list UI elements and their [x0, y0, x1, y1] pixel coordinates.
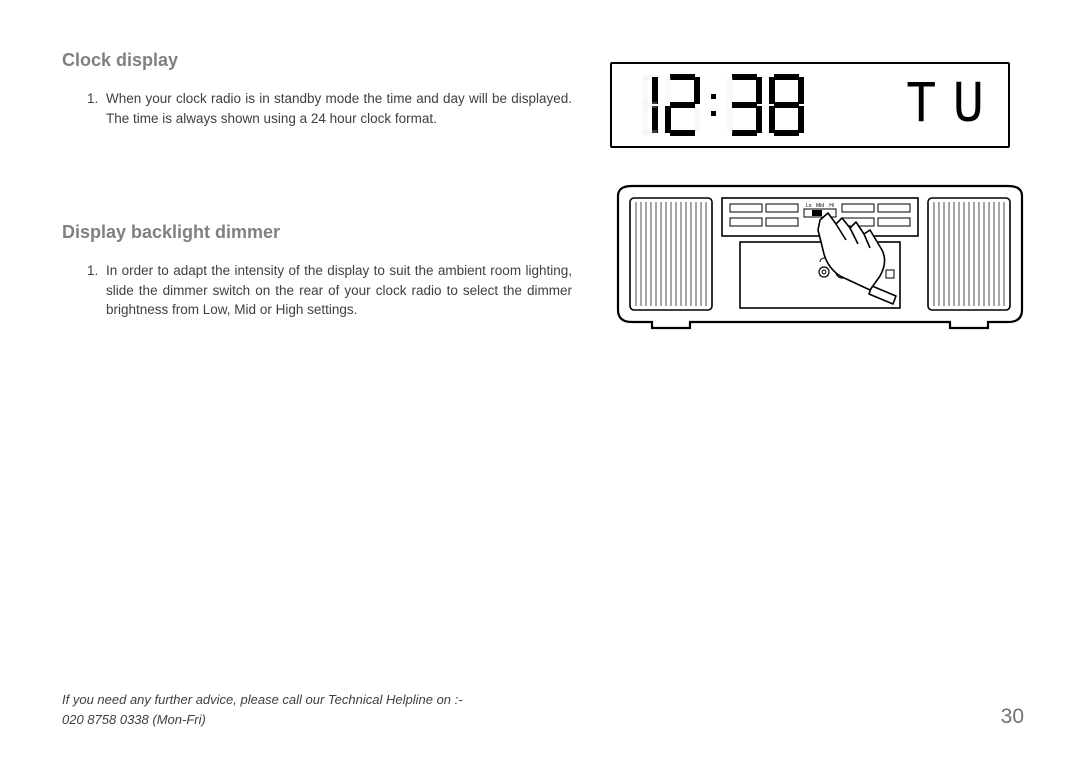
lcd-time-group: [642, 74, 804, 136]
lcd-day-char-2: U: [953, 71, 986, 139]
right-figure-column: T U: [610, 62, 1030, 334]
left-text-column: Clock display When your clock radio is i…: [62, 50, 572, 320]
dimmer-label-mid: Mid: [816, 203, 824, 209]
radio-rear-figure: Lo Mid Hi Line: [610, 178, 1030, 334]
footer-line-2: 020 8758 0338 (Mon-Fri): [62, 710, 762, 730]
heading-clock-display: Clock display: [62, 50, 572, 71]
heading-backlight-dimmer: Display backlight dimmer: [62, 222, 572, 243]
backlight-dimmer-list: In order to adapt the intensity of the d…: [62, 261, 572, 320]
lcd-colon: [711, 94, 716, 116]
manual-page: Clock display When your clock radio is i…: [0, 0, 1080, 761]
lcd-digit-h2: [665, 74, 700, 136]
dimmer-label-hi: Hi: [829, 203, 834, 209]
footer-line-1: If you need any further advice, please c…: [62, 690, 762, 710]
dimmer-slider-knob: [812, 210, 822, 216]
lcd-digit-h1: [642, 74, 658, 136]
footer: If you need any further advice, please c…: [62, 690, 762, 729]
lcd-clock-figure: T U: [610, 62, 1010, 148]
dimmer-label-lo: Lo: [806, 203, 812, 209]
page-number: 30: [1001, 705, 1024, 729]
lcd-digit-m2: [769, 74, 804, 136]
lcd-day-group: T U: [906, 76, 986, 135]
clock-display-list: When your clock radio is in standby mode…: [62, 89, 572, 128]
lcd-day-char-1: T: [906, 71, 939, 139]
list-item: In order to adapt the intensity of the d…: [102, 261, 572, 320]
list-item: When your clock radio is in standby mode…: [102, 89, 572, 128]
lcd-digit-m1: [727, 74, 762, 136]
